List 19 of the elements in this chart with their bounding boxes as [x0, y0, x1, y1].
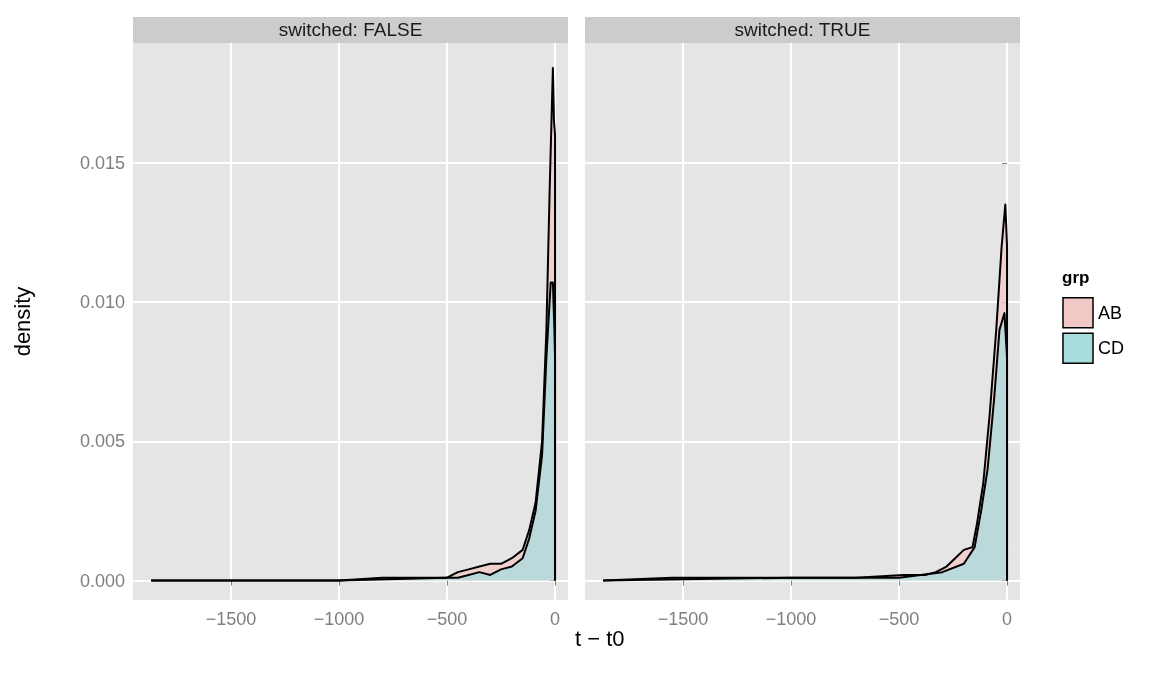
y-tick-label: 0.015 [79, 152, 125, 173]
x-tick-label: −1000 [313, 609, 365, 629]
x-tick-label: −500 [426, 609, 468, 629]
legend-label: AB [1098, 302, 1123, 323]
x-tick-label: −1000 [765, 609, 817, 629]
x-tick-label: −1500 [657, 609, 709, 629]
y-tick-label: 0.000 [79, 570, 125, 591]
y-axis-title: density [9, 286, 35, 357]
legend-title: grp [1062, 268, 1090, 287]
chart-title: switched: FALSE [133, 17, 568, 43]
x-tick-label: −500 [878, 609, 920, 629]
y-tick-label: 0.010 [79, 292, 125, 313]
x-tick-label: 0 [1002, 609, 1013, 629]
x-axis-title: t − t0 [575, 625, 625, 651]
y-tick-label: 0.005 [79, 431, 125, 452]
x-tick-label: −1500 [205, 609, 257, 629]
chart-title: switched: TRUE [585, 17, 1020, 43]
legend-label: CD [1098, 338, 1124, 359]
x-tick-label: 0 [550, 609, 561, 629]
